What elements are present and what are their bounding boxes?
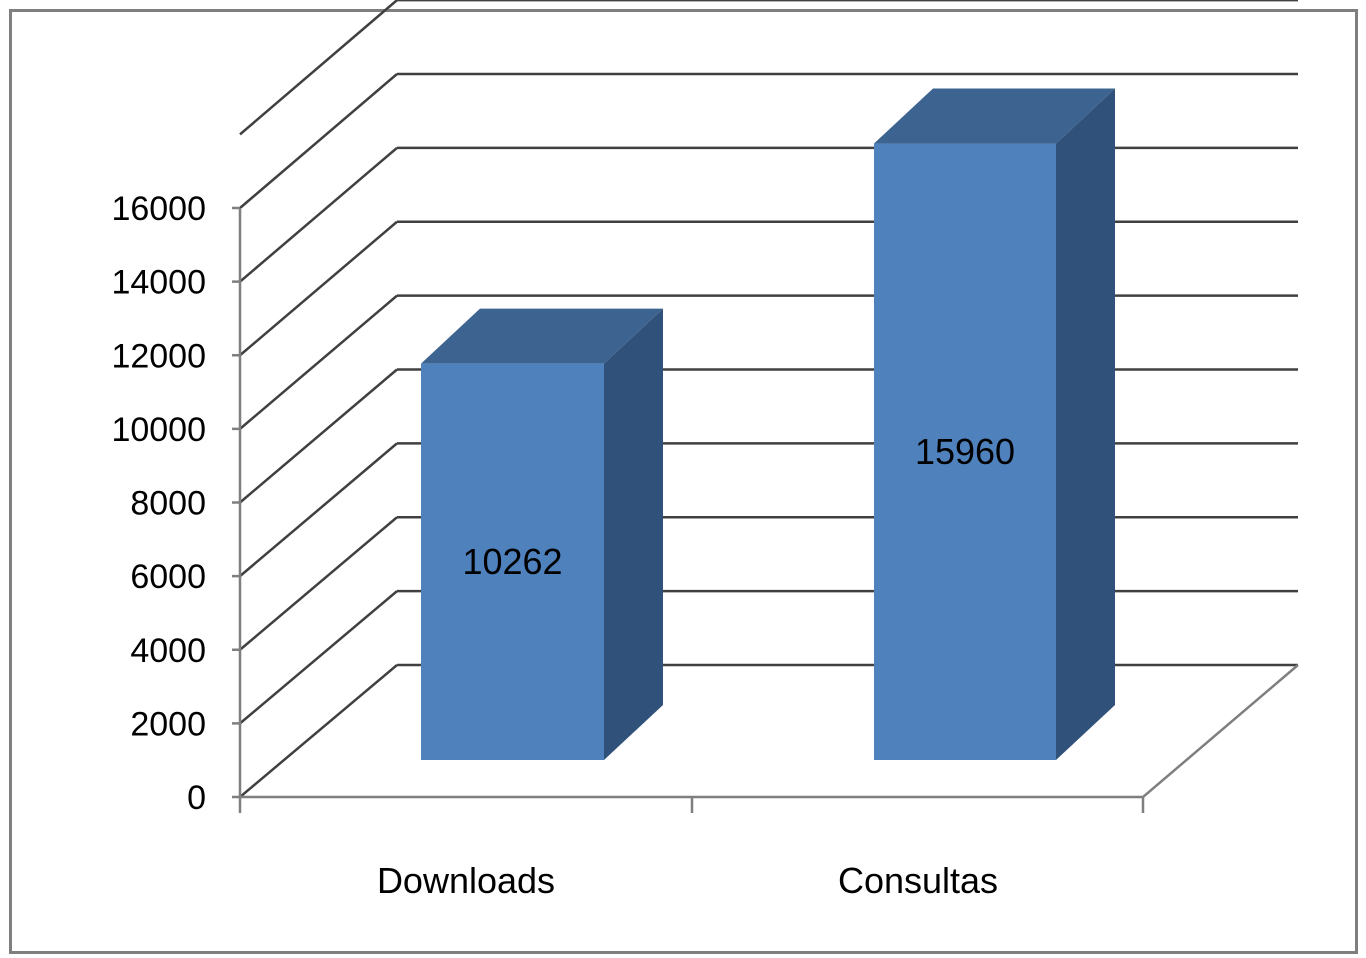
- gridline-side: [239, 516, 398, 651]
- y-axis-tick-labels: 0 2000 4000 6000 8000 10000 12000 14000 16000: [111, 190, 206, 817]
- axes: [232, 206, 1299, 813]
- x-category-label: Downloads: [377, 860, 555, 901]
- gridline-side: [239, 73, 398, 209]
- y-tick-label: 8000: [130, 485, 206, 523]
- gridline-side: [239, 294, 398, 430]
- data-labels: 10262 15960: [462, 431, 1015, 582]
- gridline-side: [239, 0, 398, 136]
- x-category-label: Consultas: [838, 860, 998, 901]
- data-label: 15960: [915, 431, 1015, 472]
- gridline-side: [239, 590, 398, 725]
- gridline-side: [239, 368, 398, 504]
- x-axis-category-labels: Downloads Consultas: [377, 860, 998, 901]
- y-tick-label: 6000: [130, 558, 206, 596]
- gridline-side: [239, 146, 398, 283]
- bar-consultas: [874, 88, 1115, 761]
- gridline-side: [239, 442, 398, 578]
- y-tick-label: 12000: [111, 337, 206, 375]
- y-tick-label: 14000: [111, 264, 206, 302]
- gridlines: [239, 0, 1298, 798]
- y-tick-label: 10000: [111, 411, 206, 449]
- bars: [421, 88, 1115, 761]
- bar-top-face: [421, 308, 663, 364]
- gridline-side: [239, 664, 398, 798]
- gridline-side: [239, 220, 398, 357]
- bar-side-face: [1056, 88, 1115, 761]
- bar-top-face: [874, 88, 1115, 144]
- y-tick-label: 2000: [130, 705, 206, 743]
- data-label: 10262: [462, 541, 562, 582]
- bar-front-face: [421, 363, 604, 760]
- y-tick-label: 4000: [130, 632, 206, 670]
- bar-front-face: [874, 143, 1056, 761]
- y-tick-label: 16000: [111, 190, 206, 228]
- bar-side-face: [604, 308, 663, 760]
- y-tick-label: 0: [187, 779, 206, 817]
- bar-downloads: [421, 308, 663, 760]
- floor-edge: [240, 664, 1299, 799]
